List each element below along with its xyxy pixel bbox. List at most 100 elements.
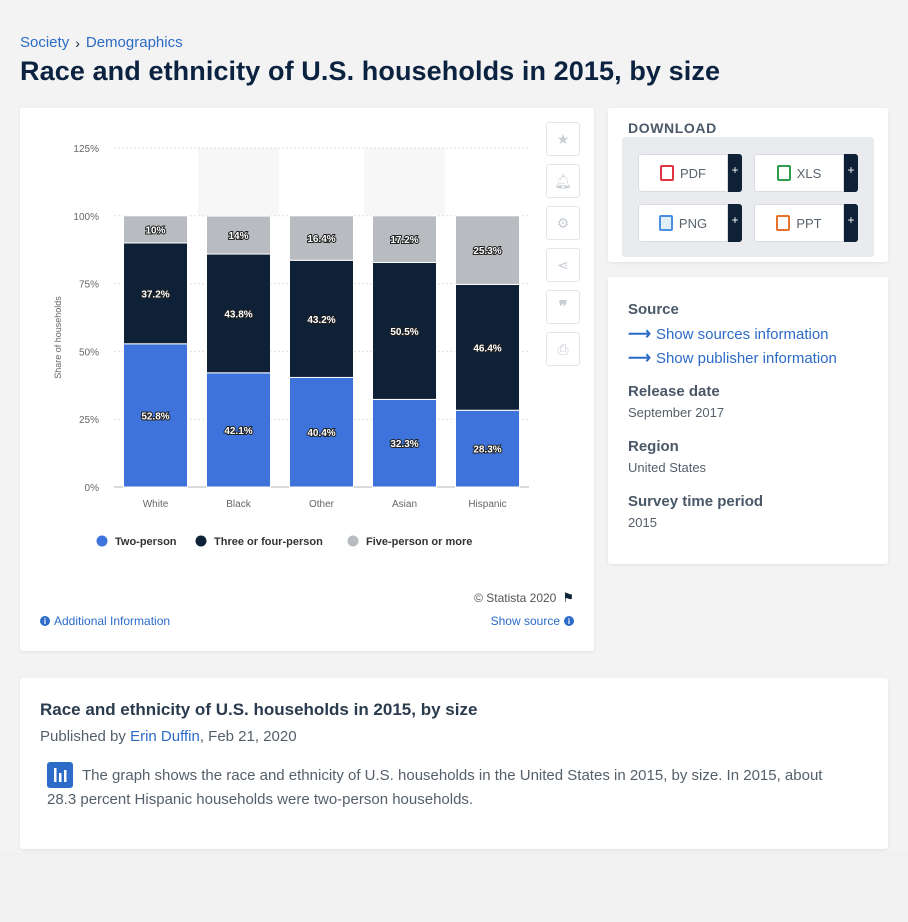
arrow-right-icon: ⟶ — [628, 350, 651, 367]
survey-period-label: Survey time period — [628, 493, 764, 510]
x-tick-label: Black — [226, 499, 251, 510]
column-highlight — [364, 148, 445, 216]
share-button[interactable]: ⋖ — [546, 248, 580, 282]
additional-info-link[interactable]: i Additional Information — [40, 614, 170, 628]
release-date-value: September 2017 — [628, 405, 725, 420]
column-highlight — [198, 148, 279, 216]
legend-marker — [195, 535, 207, 547]
data-label: 46.4% — [473, 343, 501, 354]
bar-segment — [372, 261, 437, 400]
xls-file-icon — [776, 165, 791, 181]
plus-icon: + — [844, 204, 858, 242]
y-tick-label: 50% — [79, 347, 99, 358]
data-label: 28.3% — [473, 445, 501, 456]
y-tick-label: 125% — [73, 144, 99, 155]
bar-segment — [206, 253, 271, 374]
show-sources-link[interactable]: ⟶ Show sources information — [628, 324, 829, 344]
download-ppt-button[interactable]: PPT + — [754, 204, 858, 242]
y-tick-label: 100% — [73, 212, 99, 223]
settings-button[interactable]: ⚙ — [546, 206, 580, 240]
legend-label: Five-person or more — [366, 536, 472, 548]
show-source-link[interactable]: Show source i — [491, 614, 574, 628]
show-publisher-label: Show publisher information — [655, 349, 837, 367]
data-label: 10% — [145, 225, 165, 236]
pdf-file-icon — [660, 165, 674, 181]
page: Society › Demographics Race and ethnicit… — [20, 34, 888, 849]
download-png-button[interactable]: PNG + — [638, 204, 742, 242]
description-card: Race and ethnicity of U.S. households in… — [20, 678, 888, 849]
region-value: United States — [628, 460, 707, 475]
bell-icon: 🔔︎ — [554, 172, 572, 189]
breadcrumb-separator: › — [75, 34, 80, 51]
bar-segment — [372, 215, 437, 263]
source-label: Source — [628, 301, 679, 318]
x-tick-label: White — [143, 499, 169, 510]
download-pdf-button[interactable]: PDF + — [638, 154, 742, 192]
release-date-label: Release date — [628, 383, 720, 400]
ppt-file-icon — [776, 215, 791, 231]
show-sources-label: Show sources information — [655, 325, 829, 343]
bar-segment — [123, 215, 188, 244]
additional-info-label: Additional Information — [54, 614, 171, 628]
arrow-right-icon: ⟶ — [628, 326, 651, 343]
flag-icon[interactable]: ⚑ — [562, 590, 574, 605]
plus-icon: + — [844, 154, 858, 192]
legend-label: Three or four-person — [214, 536, 323, 548]
notification-button[interactable]: 🔔︎ — [546, 164, 580, 198]
bar-segment — [289, 376, 354, 488]
author-link[interactable]: Erin Duffin — [130, 728, 200, 745]
info-icon: i — [40, 616, 50, 626]
bar-segment — [455, 215, 520, 285]
plus-icon: + — [728, 204, 742, 242]
cite-button[interactable]: ❞ — [546, 290, 580, 324]
statistic-info-card: Source ⟶ Show sources information ⟶ Show… — [608, 277, 888, 564]
bar-segment — [289, 259, 354, 378]
data-label: 14% — [228, 231, 248, 242]
favorite-star-button[interactable]: ★ — [546, 122, 580, 156]
printer-icon: ⎙ — [557, 340, 569, 357]
print-button[interactable]: ⎙ — [546, 332, 580, 366]
y-axis-label: Share of households — [53, 296, 63, 379]
y-tick-label: 25% — [79, 415, 99, 426]
png-file-icon — [658, 215, 673, 231]
data-label: 50.5% — [390, 327, 418, 338]
bar-segment — [289, 215, 354, 261]
data-label: 52.8% — [141, 411, 169, 422]
legend-marker — [347, 535, 359, 547]
bar-chart-icon — [47, 762, 73, 788]
data-label: 32.3% — [390, 439, 418, 450]
x-tick-label: Asian — [392, 499, 417, 510]
bar-segment — [123, 242, 188, 345]
breadcrumb-demographics[interactable]: Demographics — [85, 34, 183, 51]
download-xls-button[interactable]: XLS + — [754, 154, 858, 192]
quote-icon: ❞ — [558, 299, 568, 316]
data-label: 40.4% — [307, 428, 335, 439]
published-by: Published by Erin Duffin, Feb 21, 2020 — [40, 728, 297, 745]
breadcrumb: Society › Demographics — [20, 34, 183, 51]
download-title: DOWNLOAD — [628, 120, 717, 136]
download-card: DOWNLOAD PDF + XLS + PNG + PPT + — [608, 108, 888, 262]
statista-credit: © Statista 2020 ⚑ — [474, 590, 574, 606]
credit-text: © Statista 2020 — [474, 591, 557, 605]
star-icon: ★ — [556, 130, 570, 147]
bar-segment — [206, 215, 271, 255]
bar-segment — [455, 283, 520, 411]
data-label: 42.1% — [224, 426, 252, 437]
info-icon: i — [564, 616, 574, 626]
show-publisher-link[interactable]: ⟶ Show publisher information — [628, 348, 837, 368]
region-label: Region — [628, 438, 679, 455]
ppt-label: PPT — [796, 215, 822, 231]
legend-label: Two-person — [115, 536, 177, 548]
page-title: Race and ethnicity of U.S. households in… — [20, 56, 721, 86]
plus-icon: + — [728, 154, 742, 192]
y-tick-label: 0% — [85, 483, 100, 494]
pdf-label: PDF — [680, 165, 706, 181]
bar-segment — [206, 372, 271, 488]
data-label: 17.2% — [390, 235, 418, 246]
bar-segment — [455, 409, 520, 488]
description-title: Race and ethnicity of U.S. households in… — [40, 700, 478, 719]
description-text: The graph shows the race and ethnicity o… — [47, 767, 823, 808]
data-label: 43.8% — [224, 309, 252, 320]
breadcrumb-society[interactable]: Society — [20, 34, 70, 51]
survey-period-value: 2015 — [628, 515, 657, 530]
